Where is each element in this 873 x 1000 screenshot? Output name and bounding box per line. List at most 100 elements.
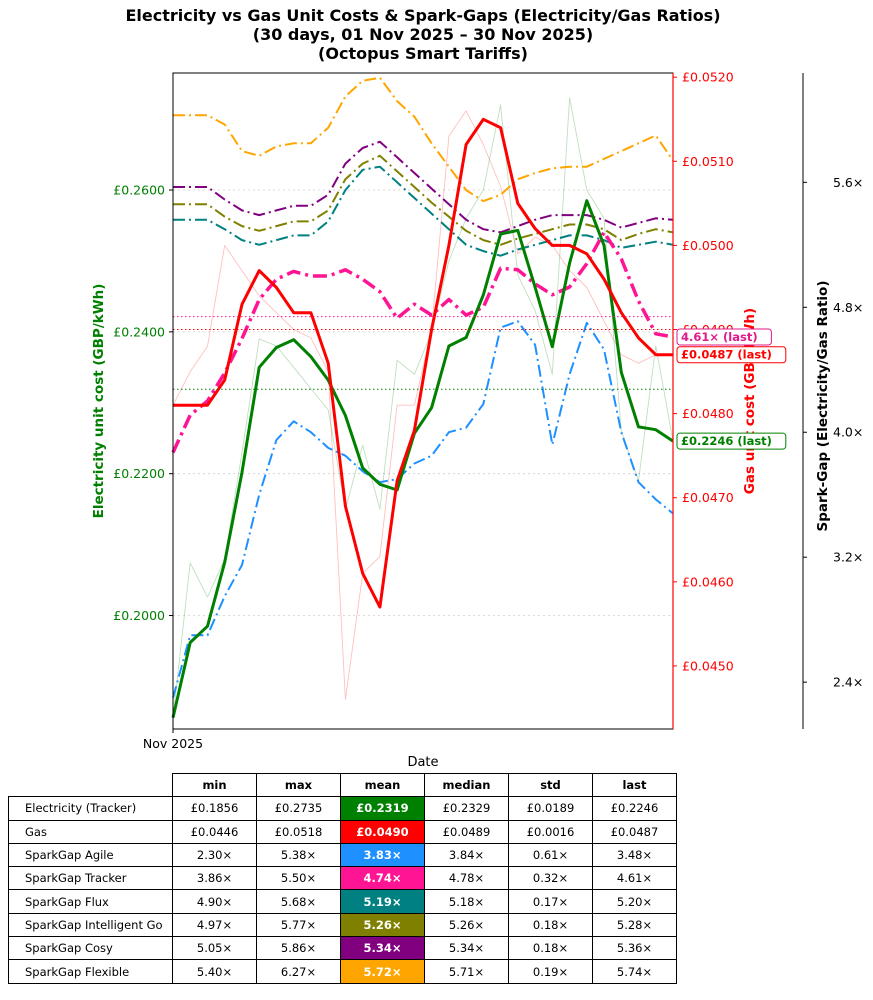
- last-label-box: [676, 346, 787, 364]
- x-tick-label: Nov 2025: [143, 736, 203, 751]
- cell-min: £0.1856: [172, 796, 257, 821]
- right-tick-label: £0.0470: [682, 490, 734, 505]
- cell-min: 4.97×: [172, 912, 257, 938]
- cell-std: 0.32×: [508, 866, 593, 891]
- cell-mean: 5.34×: [340, 936, 425, 961]
- cell-last: 3.48×: [592, 842, 677, 868]
- cell-mean: 5.26×: [340, 912, 425, 938]
- stats-table: min max mean median std last Electricity…: [8, 772, 677, 984]
- left-axis-label: Electricity unit cost (GBP/kWh): [91, 284, 107, 519]
- x-axis-label: Date: [407, 755, 438, 770]
- cell-last: £0.2246: [592, 796, 677, 821]
- table-row: SparkGap Flux 4.90× 5.68× 5.19× 5.18× 0.17× 5.…: [8, 889, 677, 914]
- cell-max: 5.38×: [256, 842, 341, 868]
- header-last: last: [592, 772, 677, 798]
- row-label: SparkGap Tracker: [8, 866, 173, 891]
- row-label: SparkGap Cosy: [8, 936, 173, 961]
- right-tick-label: £0.0480: [682, 406, 734, 421]
- cell-mean: 5.19×: [340, 889, 425, 914]
- table-row: SparkGap Intelligent Go 4.97× 5.77× 5.26× 5.…: [8, 912, 677, 938]
- cell-max: 6.27×: [256, 959, 341, 984]
- cell-max: 5.77×: [256, 912, 341, 938]
- cell-mean: 5.72×: [340, 959, 425, 984]
- cell-max: £0.2735: [256, 796, 341, 821]
- cell-median: 5.26×: [424, 912, 509, 938]
- last-label-text: £0.0487 (last): [681, 348, 772, 362]
- table-header-row: min max mean median std last: [9, 772, 677, 798]
- cell-median: £0.2329: [424, 796, 509, 821]
- left-tick-label: £0.2000: [113, 608, 165, 623]
- table-row: SparkGap Tracker 3.86× 5.50× 4.74× 4.78× 0.32…: [8, 866, 677, 891]
- spark-tick-label: 3.2×: [833, 550, 863, 565]
- cell-median: 3.84×: [424, 842, 509, 868]
- title-line-1: Electricity vs Gas Unit Costs & Spark-Ga…: [125, 6, 721, 25]
- table-row: Gas £0.0446 £0.0518 £0.0490 £0.0489 £0.0016 £0…: [8, 819, 677, 844]
- cell-std: £0.0189: [508, 796, 593, 821]
- row-label: SparkGap Intelligent Go: [8, 912, 173, 938]
- cell-mean: 3.83×: [340, 842, 425, 868]
- series-electricity-tracker-raw: [172, 97, 674, 718]
- row-label: Gas: [8, 819, 173, 844]
- cell-max: £0.0518: [256, 819, 341, 844]
- right-tick-label: £0.0450: [682, 658, 734, 673]
- cell-last: £0.0487: [592, 819, 677, 844]
- cell-std: 0.18×: [508, 936, 593, 961]
- header-std: std: [508, 772, 593, 798]
- series-sparkgap-intelligent-go: [173, 154, 674, 246]
- left-tick-label: £0.2600: [113, 183, 165, 198]
- cell-std: 0.18×: [508, 912, 593, 938]
- plot-frame: [172, 72, 674, 730]
- cell-last: 4.61×: [592, 866, 677, 891]
- series-sparkgap-cosy: [173, 140, 674, 234]
- cell-min: 2.30×: [172, 842, 257, 868]
- cell-last: 5.74×: [592, 959, 677, 984]
- series-gas-raw: [172, 110, 673, 701]
- last-label-text: 4.61× (last): [681, 330, 758, 344]
- cell-median: 5.71×: [424, 959, 509, 984]
- row-label: SparkGap Agile: [8, 842, 173, 868]
- cell-min: 4.90×: [172, 889, 257, 914]
- cell-max: 5.50×: [256, 866, 341, 891]
- last-label-box: [676, 432, 787, 450]
- table-row: SparkGap Flexible 5.40× 6.27× 5.72× 5.71× 0.1…: [8, 959, 677, 984]
- left-tick-label: £0.2400: [113, 324, 165, 339]
- series-gas-smoothed: [173, 117, 673, 609]
- chart: £0.2000 £0.2200 £0.2400 £0.2600 £0.0450 £0.04…: [91, 70, 863, 770]
- right-tick-label: £0.0460: [682, 574, 734, 589]
- spark-axis-label: Spark-Gap (Electricity/Gas Ratio): [815, 281, 831, 532]
- right-tick-label: £0.0520: [682, 70, 734, 85]
- cell-max: 5.86×: [256, 936, 341, 961]
- series-electricity-tracker-smoothed: [171, 199, 674, 719]
- cell-last: 5.28×: [592, 912, 677, 938]
- title-line-2: (30 days, 01 Nov 2025 – 30 Nov 2025): [252, 25, 594, 44]
- cell-std: 0.19×: [508, 959, 593, 984]
- header-min: min: [172, 772, 257, 798]
- cell-last: 5.20×: [592, 889, 677, 914]
- last-label-text: £0.2246 (last): [681, 434, 772, 448]
- spark-tick-label: 5.6×: [833, 175, 863, 190]
- cell-max: 5.68×: [256, 889, 341, 914]
- series-sparkgap-flux: [173, 165, 674, 257]
- last-label-box: [676, 328, 772, 346]
- cell-mean: 4.74×: [340, 866, 425, 891]
- title-line-3: (Octopus Smart Tariffs): [318, 44, 528, 63]
- cell-mean: £0.2319: [340, 796, 425, 821]
- row-label: SparkGap Flexible: [8, 959, 173, 984]
- cell-std: £0.0016: [508, 819, 593, 844]
- cell-last: 5.36×: [592, 936, 677, 961]
- left-tick-label: £0.2200: [113, 466, 165, 481]
- header-median: median: [424, 772, 509, 798]
- table-corner: [9, 774, 173, 797]
- cell-min: 5.05×: [172, 936, 257, 961]
- cell-median: 4.78×: [424, 866, 509, 891]
- row-label: SparkGap Flux: [8, 889, 173, 914]
- spark-tick-label: 2.4×: [833, 675, 863, 690]
- cell-min: 5.40×: [172, 959, 257, 984]
- cell-min: £0.0446: [172, 819, 257, 844]
- table-row: SparkGap Cosy 5.05× 5.86× 5.34× 5.34× 0.18× 5.…: [8, 936, 677, 961]
- cell-std: 0.61×: [508, 842, 593, 868]
- chart-title: Electricity vs Gas Unit Costs & Spark-Ga…: [0, 6, 846, 63]
- row-label: Electricity (Tracker): [8, 796, 173, 821]
- header-max: max: [256, 772, 341, 798]
- right-tick-label: £0.0500: [682, 238, 734, 253]
